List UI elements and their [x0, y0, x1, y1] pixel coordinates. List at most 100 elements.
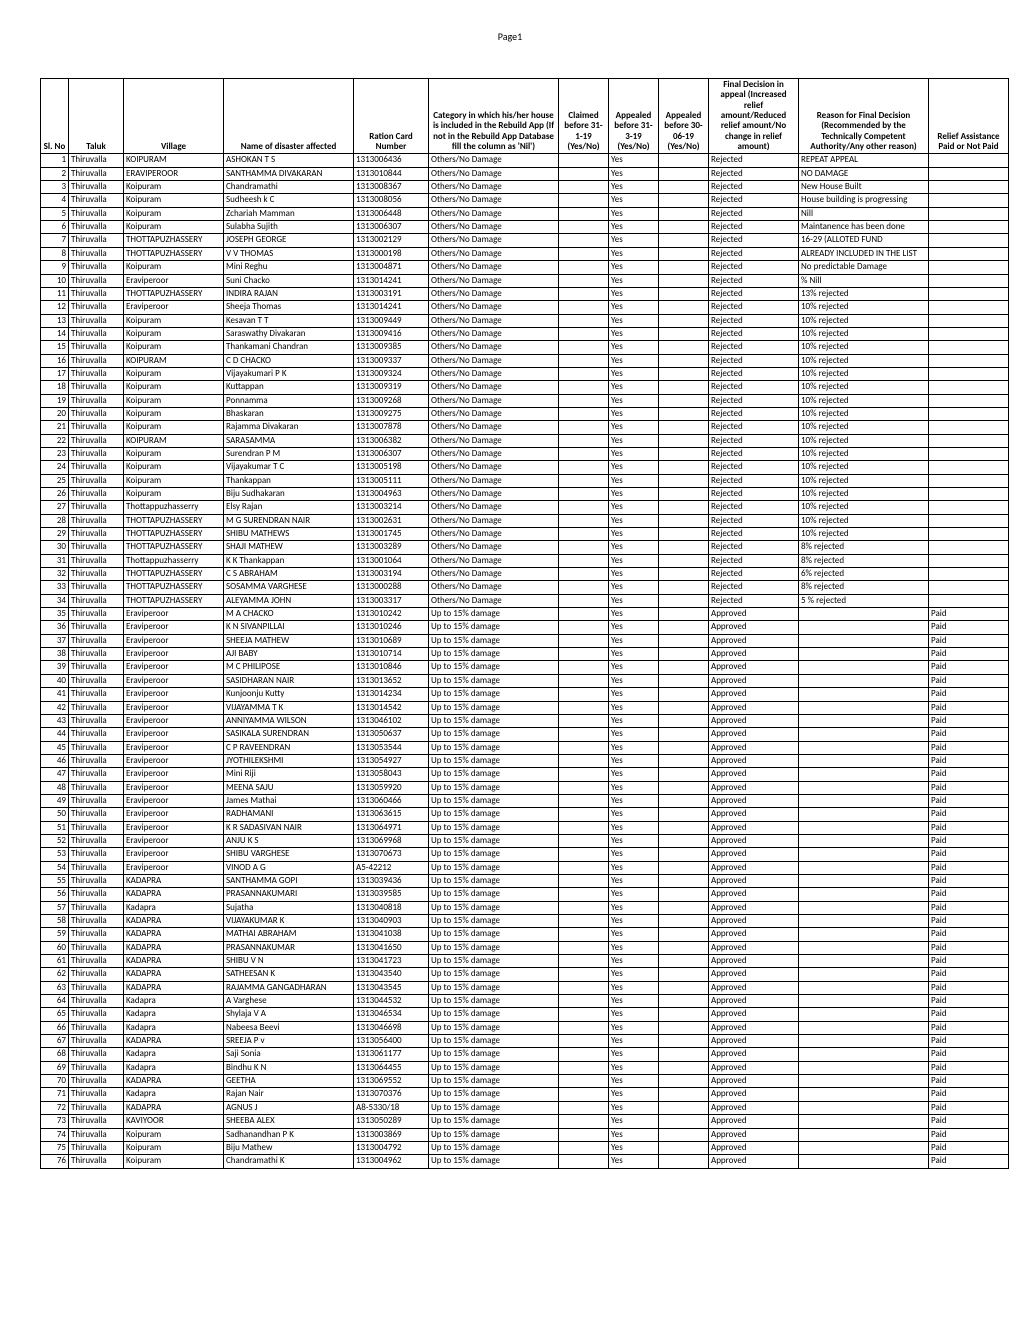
table-cell: Sheeja Thomas [224, 301, 354, 314]
table-cell [659, 688, 709, 701]
table-cell: Up to 15% damage [429, 1101, 559, 1114]
table-cell: Yes [609, 1088, 659, 1101]
table-cell: New House Built [799, 181, 929, 194]
table-cell [559, 741, 609, 754]
table-cell: THOTTAPUZHASSERY [124, 247, 224, 260]
column-header-2: Village [124, 79, 224, 154]
table-cell: Yes [609, 941, 659, 954]
table-cell [659, 834, 709, 847]
table-cell: Yes [609, 568, 659, 581]
table-cell [929, 367, 1009, 380]
table-cell [659, 915, 709, 928]
table-cell: Approved [709, 754, 799, 767]
table-cell: Rejected [709, 367, 799, 380]
table-cell: Yes [609, 888, 659, 901]
table-cell: Thiruvalla [69, 421, 124, 434]
table-cell: 53 [41, 848, 69, 861]
table-row: 29ThiruvallaTHOTTAPUZHASSERYSHIBU MATHEW… [41, 528, 1009, 541]
table-cell: Up to 15% damage [429, 701, 559, 714]
table-cell: Rejected [709, 327, 799, 340]
table-cell [929, 274, 1009, 287]
table-cell: Others/No Damage [429, 194, 559, 207]
table-cell: Thiruvalla [69, 768, 124, 781]
table-cell: 61 [41, 955, 69, 968]
table-cell: K R SADASIVAN NAIR [224, 821, 354, 834]
table-cell: 1313008367 [354, 181, 429, 194]
table-cell [559, 594, 609, 607]
table-cell [559, 1155, 609, 1168]
table-cell [659, 1061, 709, 1074]
table-cell: Thiruvalla [69, 621, 124, 634]
table-cell: 1313014234 [354, 688, 429, 701]
table-cell: 19 [41, 394, 69, 407]
table-cell [659, 501, 709, 514]
table-cell: Eraviperoor [124, 274, 224, 287]
table-cell: 16 [41, 354, 69, 367]
table-cell [559, 167, 609, 180]
table-cell: 1313070673 [354, 848, 429, 861]
table-cell: Eraviperoor [124, 674, 224, 687]
table-cell: Up to 15% damage [429, 781, 559, 794]
table-row: 4ThiruvallaKoipuramSudheesh k C131300805… [41, 194, 1009, 207]
table-row: 47ThiruvallaEraviperoorMini Riji13130580… [41, 768, 1009, 781]
table-cell [799, 981, 929, 994]
table-cell [929, 474, 1009, 487]
table-row: 22ThiruvallaKOIPURAMSARASAMMA1313006382O… [41, 434, 1009, 447]
table-cell: Rejected [709, 154, 799, 167]
table-cell [659, 701, 709, 714]
table-cell: Approved [709, 728, 799, 741]
table-cell: Yes [609, 247, 659, 260]
table-cell: 8 [41, 247, 69, 260]
table-cell: Others/No Damage [429, 367, 559, 380]
table-cell: Rejected [709, 234, 799, 247]
page-label: Page1 [40, 30, 980, 43]
table-cell: Approved [709, 834, 799, 847]
table-cell: Thiruvalla [69, 581, 124, 594]
table-cell: SHEEBA ALEX [224, 1115, 354, 1128]
table-cell: Yes [609, 274, 659, 287]
column-header-11: Relief Assistance Paid or Not Paid [929, 79, 1009, 154]
table-row: 48ThiruvallaEraviperoorMEENA SAJU1313059… [41, 781, 1009, 794]
table-cell: 56 [41, 888, 69, 901]
table-cell: Rejected [709, 568, 799, 581]
table-cell [559, 728, 609, 741]
table-cell: Rejected [709, 541, 799, 554]
table-cell [559, 1088, 609, 1101]
table-cell: Thiruvalla [69, 354, 124, 367]
table-cell: Paid [929, 888, 1009, 901]
table-row: 36ThiruvallaEraviperoorK N SIVANPILLAI13… [41, 621, 1009, 634]
table-cell: THOTTAPUZHASSERY [124, 287, 224, 300]
table-cell: Up to 15% damage [429, 821, 559, 834]
table-cell: Thiruvalla [69, 1061, 124, 1074]
table-cell: Yes [609, 421, 659, 434]
table-cell: Approved [709, 955, 799, 968]
table-cell: M A CHACKO [224, 608, 354, 621]
table-cell: Thiruvalla [69, 207, 124, 220]
table-cell: Thiruvalla [69, 915, 124, 928]
table-cell: K N SIVANPILLAI [224, 621, 354, 634]
table-row: 35ThiruvallaEraviperoorM A CHACKO1313010… [41, 608, 1009, 621]
table-cell: 28 [41, 514, 69, 527]
table-cell: Yes [609, 1061, 659, 1074]
table-cell: Nabeesa Beevi [224, 1021, 354, 1034]
table-cell: Yes [609, 981, 659, 994]
table-cell: 1313010242 [354, 608, 429, 621]
table-row: 40ThiruvallaEraviperoorSASIDHARAN NAIR13… [41, 674, 1009, 687]
table-cell: Rejected [709, 421, 799, 434]
table-cell: Koipuram [124, 421, 224, 434]
table-cell [659, 594, 709, 607]
table-cell: Paid [929, 808, 1009, 821]
table-cell: 42 [41, 701, 69, 714]
table-cell [659, 714, 709, 727]
table-cell: 32 [41, 568, 69, 581]
table-cell [559, 848, 609, 861]
table-cell: 1313040818 [354, 901, 429, 914]
table-row: 71ThiruvallaKadapraRajan Nair1313070376U… [41, 1088, 1009, 1101]
table-cell: Rejected [709, 554, 799, 567]
table-cell: 21 [41, 421, 69, 434]
table-cell: 43 [41, 714, 69, 727]
table-cell: Rejected [709, 314, 799, 327]
table-cell: 1313003317 [354, 594, 429, 607]
table-cell: Koipuram [124, 461, 224, 474]
column-header-8: Appealed before 30-06-19 (Yes/No) [659, 79, 709, 154]
